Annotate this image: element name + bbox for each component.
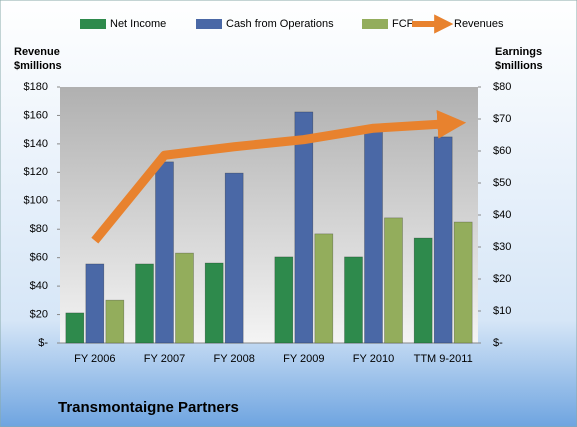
legend-label: Revenues <box>454 18 504 30</box>
x-tick-label: FY 2007 <box>144 353 185 365</box>
bar <box>344 256 363 344</box>
y2-axis-title: Earnings <box>495 46 542 58</box>
y-tick-label: $100 <box>24 195 48 207</box>
bar <box>384 217 403 344</box>
bar <box>155 161 174 344</box>
bar <box>274 256 294 344</box>
bar <box>413 237 433 344</box>
y2-tick-label: $60 <box>493 145 511 157</box>
line <box>91 109 467 244</box>
y2-tick-label: $- <box>493 337 503 349</box>
bar <box>105 299 125 344</box>
y-tick-label: $140 <box>24 138 48 150</box>
bar <box>364 130 383 344</box>
x-tick-label: FY 2010 <box>353 353 394 365</box>
y2-tick-label: $50 <box>493 177 511 189</box>
chart-title: Transmontaigne Partners <box>58 399 239 416</box>
legend-label: Net Income <box>110 18 166 30</box>
x-tick-label: TTM 9-2011 <box>414 353 473 365</box>
y-tick-label: $180 <box>24 81 48 93</box>
legend-label: FCF <box>392 18 414 30</box>
bar <box>85 263 105 344</box>
y-tick-label: $160 <box>24 109 48 121</box>
y2-tick-label: $80 <box>493 81 511 93</box>
y2-tick-label: $70 <box>493 113 511 125</box>
bar <box>135 263 154 344</box>
y2-tick-label: $20 <box>493 273 511 285</box>
legend-swatch <box>196 19 222 29</box>
y2-tick-label: $30 <box>493 241 511 253</box>
bar <box>204 262 224 344</box>
y2-tick-label: $40 <box>493 209 511 221</box>
y-axis-title: Revenue <box>14 46 60 58</box>
bar <box>224 172 244 344</box>
bar <box>175 252 194 344</box>
y-tick-label: $- <box>38 337 48 349</box>
y-tick-label: $20 <box>30 308 48 320</box>
y-axis-title: $millions <box>14 60 62 72</box>
bar <box>65 312 85 344</box>
bar <box>294 111 314 344</box>
x-tick-label: FY 2006 <box>74 353 115 365</box>
legend-swatch <box>80 19 106 29</box>
x-tick-label: FY 2008 <box>213 353 254 365</box>
x-tick-label: FY 2009 <box>283 353 324 365</box>
bar <box>453 221 473 344</box>
legend-label: Cash from Operations <box>226 18 334 30</box>
y2-axis-title: $millions <box>495 60 543 72</box>
y-tick-label: $40 <box>30 280 48 292</box>
y-tick-label: $120 <box>24 166 48 178</box>
y2-tick-label: $10 <box>493 305 511 317</box>
y-tick-label: $80 <box>30 223 48 235</box>
y-tick-label: $60 <box>30 252 48 264</box>
bar <box>314 233 334 344</box>
bar <box>433 136 453 344</box>
legend-swatch <box>362 19 388 29</box>
